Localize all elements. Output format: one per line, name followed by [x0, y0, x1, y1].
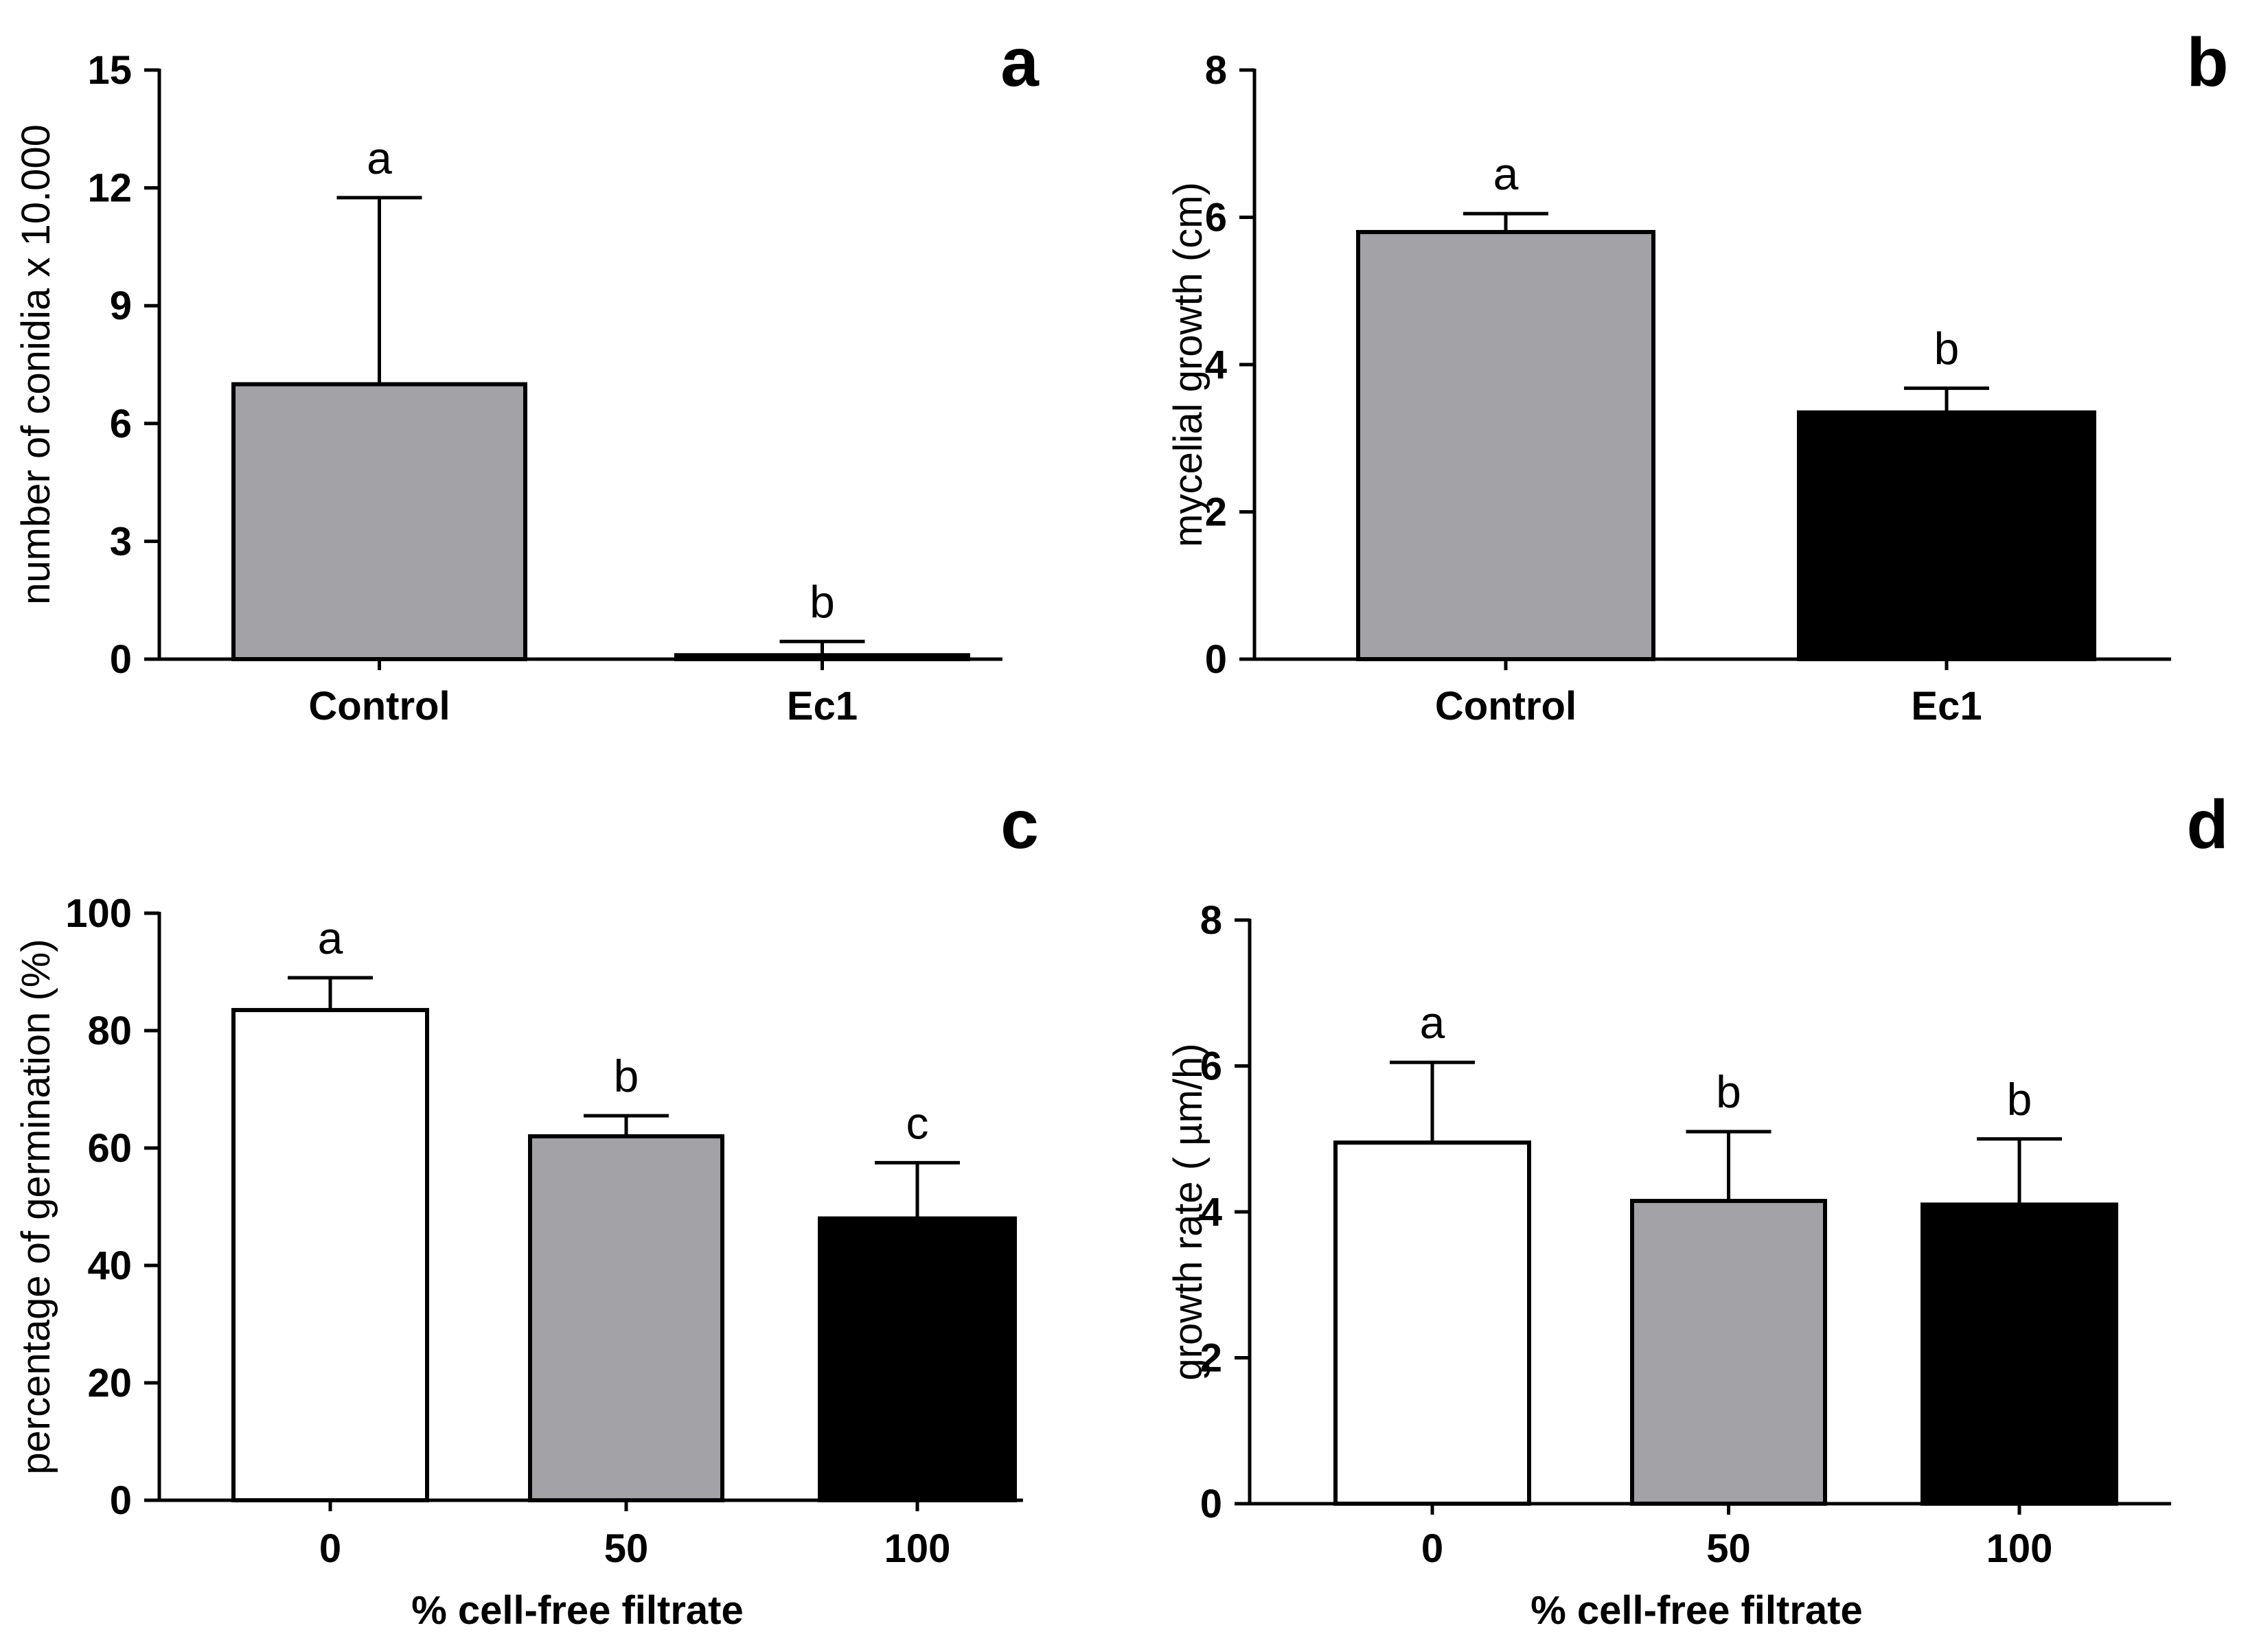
y-tick-label: 20 [87, 1361, 132, 1406]
y-tick-label: 15 [87, 48, 132, 93]
y-tick-label: 6 [1205, 196, 1227, 240]
y-tick-label: 0 [110, 637, 132, 682]
significance-label: a [318, 913, 343, 963]
x-tick-label: 0 [1421, 1526, 1443, 1571]
x-tick-label: Ec1 [1911, 684, 1982, 729]
bar-0 [1333, 1140, 1531, 1506]
y-axis-label: growth rate ( µm/h) [1166, 1043, 1211, 1380]
y-tick-label: 60 [87, 1126, 132, 1171]
panel-a-chart: a Control b Ec1 0 3 6 9 12 15 number of conidia x … [14, 24, 1040, 729]
panel-d-chart: a 0 b 50 b 100 0 2 4 6 8 growth rate ( µm/h) % cell-… [1166, 786, 2229, 1633]
bar-100 [818, 1216, 1017, 1502]
bar-100 [1920, 1202, 2118, 1506]
y-tick-label: 0 [1200, 1482, 1222, 1526]
y-axis-label: mycelial growth (cm) [1166, 182, 1211, 547]
x-tick-label: 0 [319, 1526, 341, 1571]
y-tick-label: 40 [87, 1243, 132, 1288]
y-tick-label: 9 [110, 284, 132, 328]
y-tick-label: 12 [87, 166, 132, 211]
x-tick-label: Ec1 [787, 684, 858, 729]
x-tick-label: 100 [1986, 1526, 2053, 1571]
y-tick-label: 0 [1205, 637, 1227, 682]
significance-label: b [1716, 1066, 1741, 1117]
y-tick-label: 0 [110, 1478, 132, 1523]
y-axis-label: percentage of germination (%) [14, 939, 58, 1474]
bar-Control [1356, 229, 1655, 661]
y-tick-label: 3 [110, 519, 132, 564]
bar-50 [1630, 1199, 1827, 1506]
y-tick-label: 2 [1205, 490, 1227, 535]
panel-letter: a [1000, 24, 1040, 101]
y-tick-label: 6 [1200, 1044, 1222, 1089]
y-tick-label: 80 [87, 1009, 132, 1053]
y-tick-label: 4 [1200, 1190, 1222, 1235]
panel-letter: d [2186, 786, 2228, 863]
y-tick-label: 8 [1200, 898, 1222, 943]
x-tick-label: 100 [884, 1526, 951, 1571]
y-tick-label: 8 [1205, 48, 1227, 93]
panel-letter: b [2186, 24, 2228, 101]
significance-label: b [2007, 1074, 2032, 1125]
significance-label: a [1420, 997, 1445, 1048]
significance-label: b [1934, 323, 1960, 374]
significance-label: a [367, 133, 392, 183]
bar-0 [231, 1008, 429, 1502]
panel-letter: c [1000, 786, 1039, 863]
significance-label: b [614, 1051, 639, 1101]
x-tick-label: 50 [604, 1526, 649, 1571]
panel-b-chart: a Control b Ec1 0 2 4 6 8 mycelial growth (cm) b [1166, 24, 2229, 729]
x-tick-label: Control [1435, 684, 1576, 729]
y-tick-label: 4 [1205, 343, 1227, 387]
bar-Ec1 [1797, 410, 2096, 662]
x-axis-label: % cell-free filtrate [411, 1588, 744, 1633]
significance-label: b [810, 576, 835, 627]
x-axis-label: % cell-free filtrate [1530, 1588, 1863, 1633]
bar-50 [528, 1134, 724, 1502]
significance-label: a [1493, 148, 1519, 199]
y-tick-label: 2 [1200, 1336, 1222, 1381]
y-tick-label: 6 [110, 402, 132, 446]
y-axis-label: number of conidia x 10.000 [14, 124, 58, 605]
bar-Control [231, 382, 527, 661]
y-tick-label: 100 [65, 891, 132, 936]
x-tick-label: 50 [1706, 1526, 1751, 1571]
x-tick-label: Control [308, 684, 450, 729]
significance-label: c [906, 1097, 929, 1148]
